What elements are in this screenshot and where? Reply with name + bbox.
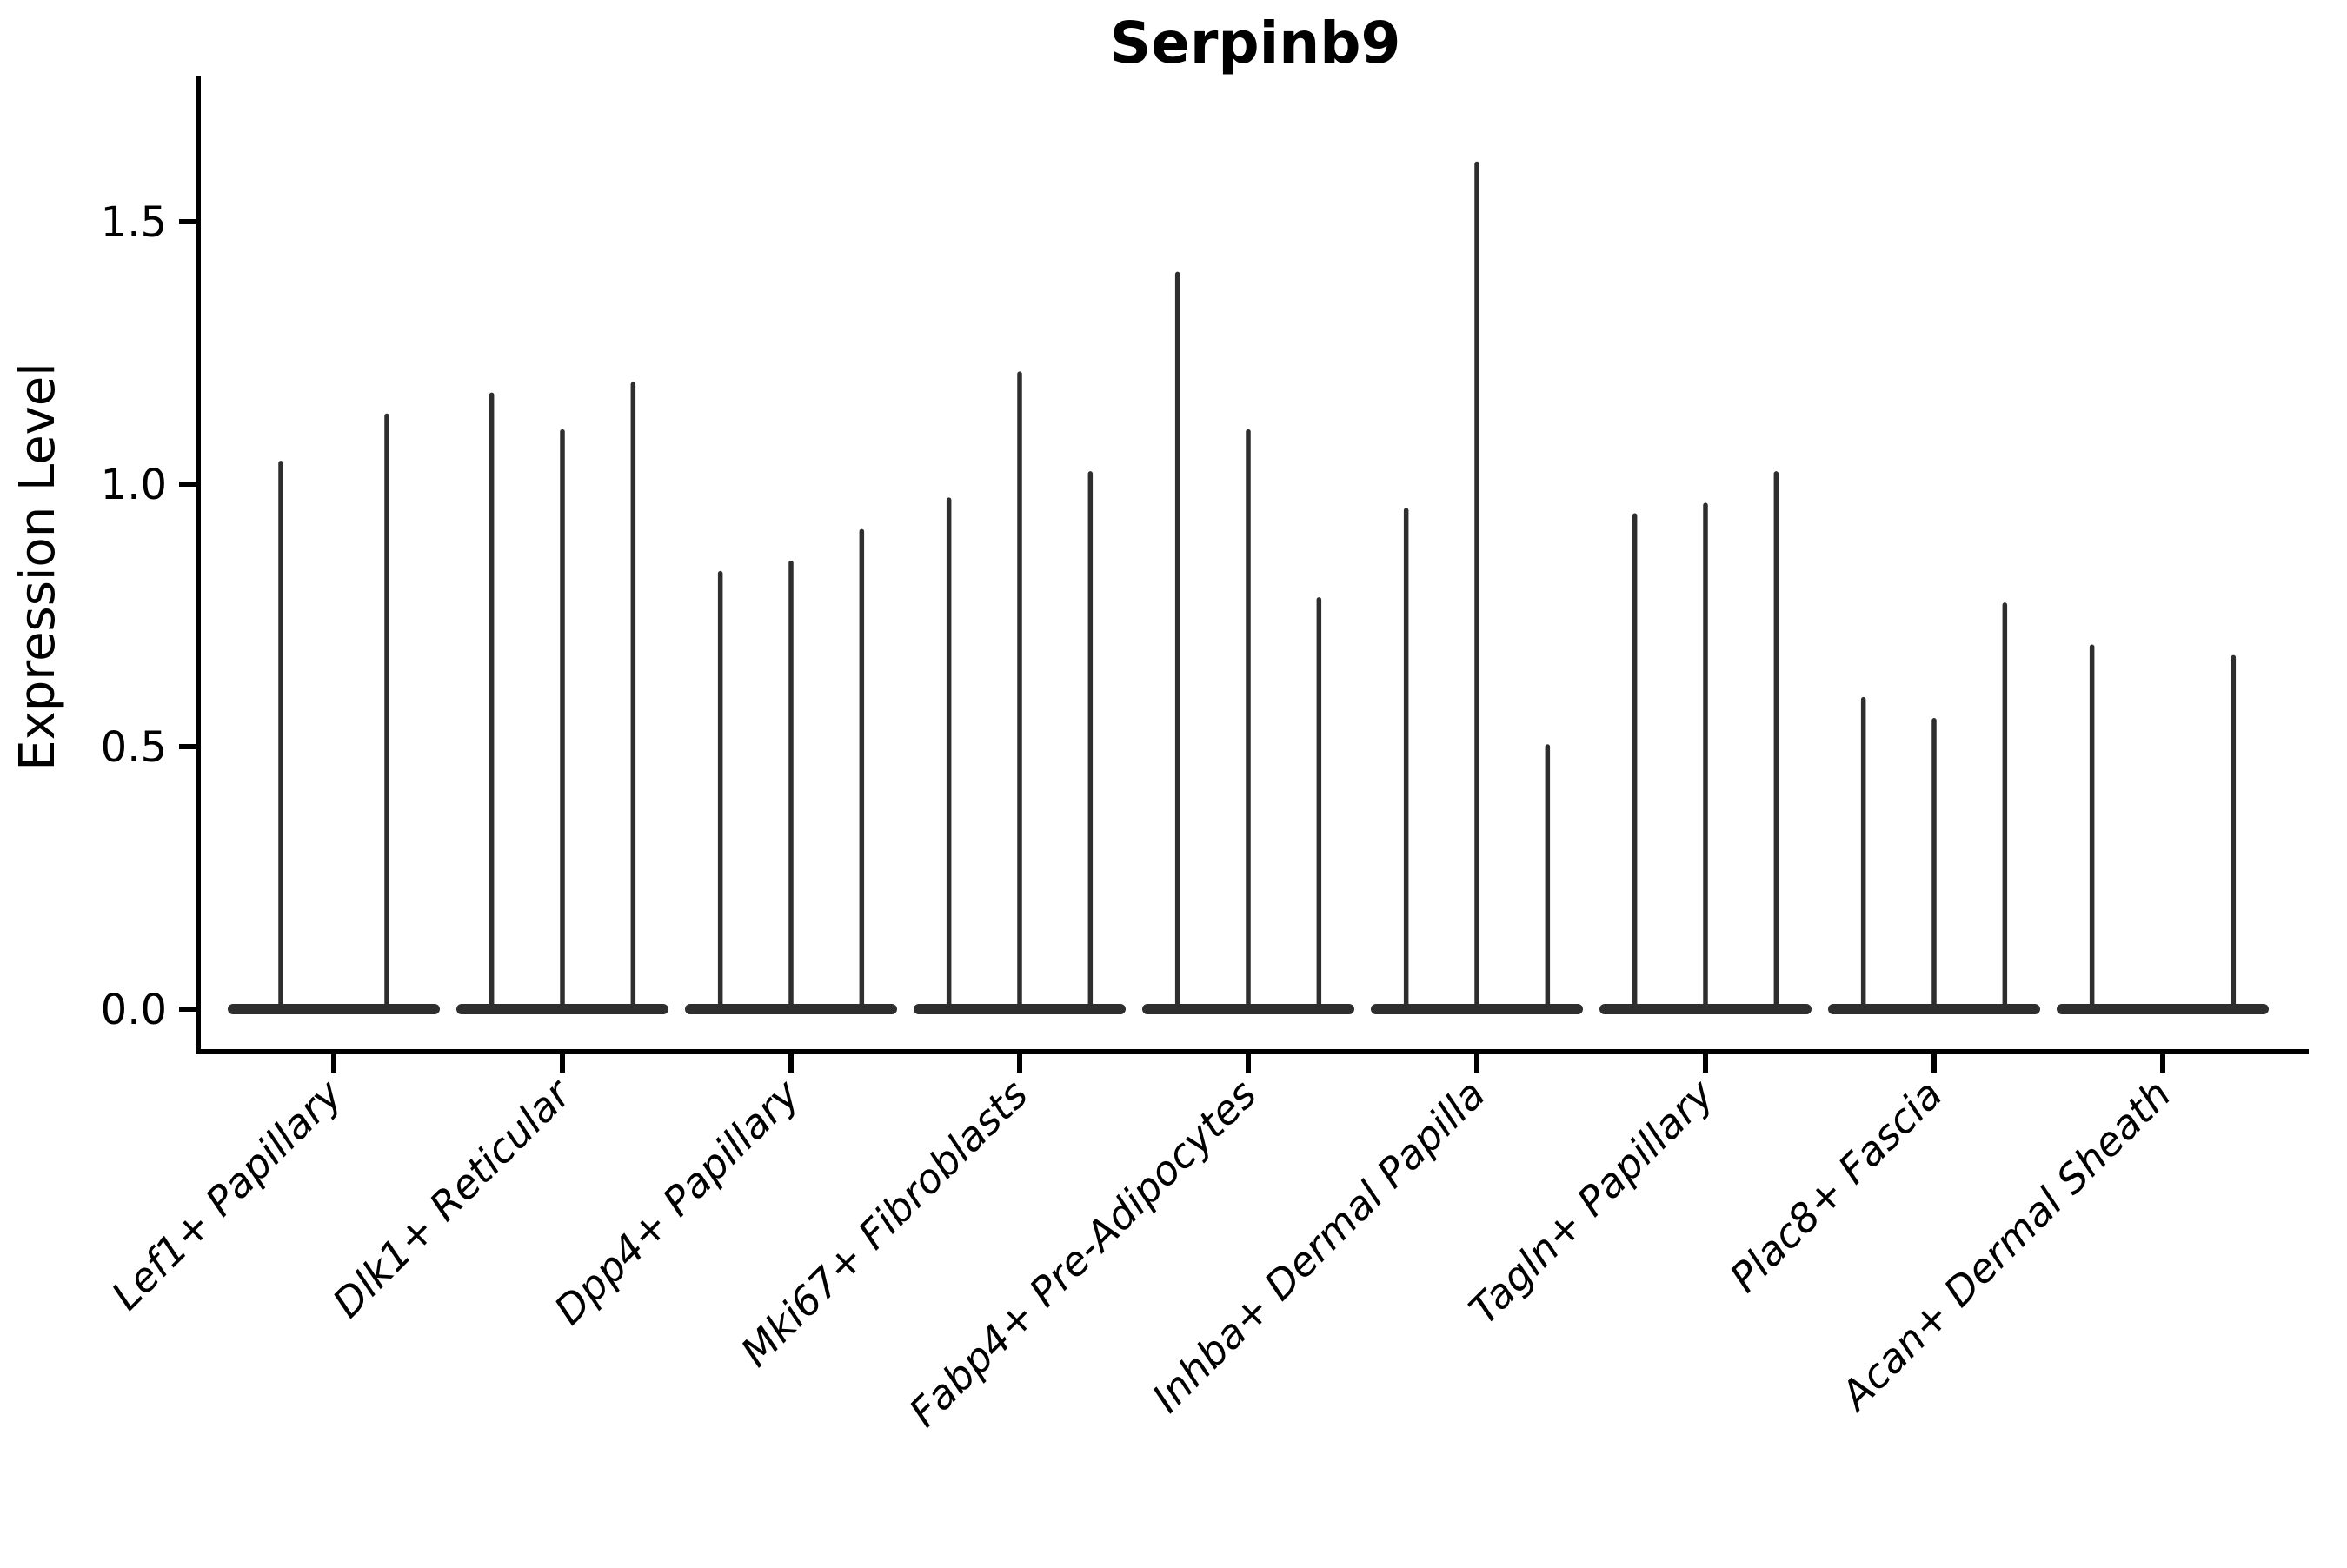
y-axis-ticks: 0.0 0.5 1.0 1.5 xyxy=(101,198,198,1034)
x-tick-label: Tagln+ Papillary xyxy=(1459,1070,1723,1333)
x-tick-label: Lef1+ Papillary xyxy=(103,1070,351,1319)
violins-layer xyxy=(228,161,2269,1014)
violin-baseline xyxy=(228,1004,440,1014)
x-tick-label: Dlk1+ Reticular xyxy=(323,1068,582,1326)
x-tick-label: Plac8+ Fascia xyxy=(1720,1071,1951,1301)
y-axis-label: Expression Level xyxy=(10,362,66,771)
y-tick-label: 1.0 xyxy=(101,461,167,509)
y-tick-label: 1.5 xyxy=(101,198,167,247)
chart-title: Serpinb9 xyxy=(1110,10,1401,76)
violin-baseline xyxy=(2057,1004,2269,1014)
y-tick-label: 0.0 xyxy=(101,986,167,1034)
y-tick-label: 0.5 xyxy=(101,723,167,772)
x-tick-label: Dpp4+ Papillary xyxy=(545,1070,808,1333)
